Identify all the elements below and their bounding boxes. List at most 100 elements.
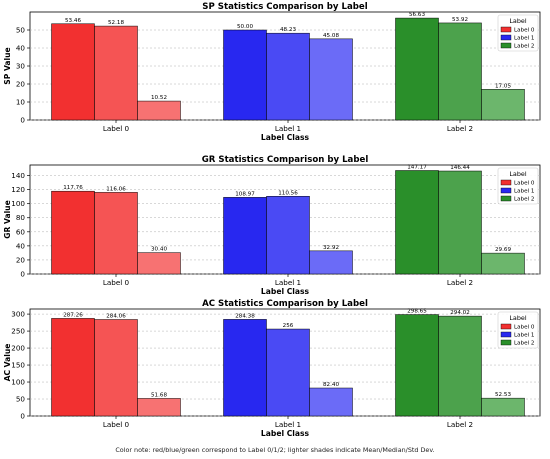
bar xyxy=(137,252,181,275)
bar xyxy=(395,17,439,121)
bar xyxy=(395,314,439,417)
bar xyxy=(223,319,267,417)
chart-title: AC Statistics Comparison by Label xyxy=(202,299,368,309)
bar xyxy=(309,250,353,275)
legend-swatch xyxy=(500,331,512,338)
bar-value-label: 52.18 xyxy=(108,20,124,26)
bar xyxy=(94,25,138,121)
legend: Label Label 0 Label 1 Label 2 xyxy=(497,14,539,52)
chart-panel-1: 0 20 40 60 80 100 120 140 117.76 116.06 30.40 Label… xyxy=(3,155,541,296)
y-tick-label: 0 xyxy=(20,270,25,279)
bar-value-label: 48.23 xyxy=(280,27,296,33)
legend-box xyxy=(497,167,539,205)
y-tick-label: 10 xyxy=(16,98,26,107)
x-axis-label: Label Class xyxy=(261,429,310,438)
chart-title: SP Statistics Comparison by Label xyxy=(202,2,367,12)
legend-title: Label xyxy=(509,17,526,25)
legend-entry: Label 1 xyxy=(514,333,535,339)
x-axis-label: Label Class xyxy=(261,133,310,142)
bar-value-label: 32.92 xyxy=(323,245,339,251)
y-tick-label: 80 xyxy=(16,213,26,222)
bar-value-label: 146.44 xyxy=(450,165,470,171)
legend-title: Label xyxy=(509,170,526,178)
legend-swatch xyxy=(500,195,512,202)
y-tick-label: 50 xyxy=(16,395,26,404)
legend-entry: Label 1 xyxy=(514,36,535,42)
bar xyxy=(51,23,95,121)
bar xyxy=(266,196,310,275)
bar xyxy=(481,252,525,275)
bar xyxy=(309,38,353,121)
bar xyxy=(137,398,181,417)
legend-entry: Label 2 xyxy=(514,341,534,347)
x-tick-label: Label 0 xyxy=(103,124,130,133)
x-tick-label: Label 2 xyxy=(447,420,473,429)
bar xyxy=(266,328,310,417)
bar-value-label: 30.40 xyxy=(151,247,167,253)
bar xyxy=(94,192,138,275)
bar-value-label: 51.68 xyxy=(151,392,167,398)
legend-box xyxy=(497,14,539,52)
legend-entry: Label 0 xyxy=(514,28,535,34)
y-tick-label: 150 xyxy=(11,361,25,370)
y-tick-label: 40 xyxy=(16,241,26,250)
bar-value-label: 256 xyxy=(283,323,294,329)
bar-value-label: 117.76 xyxy=(63,185,83,191)
bar xyxy=(309,387,353,417)
legend-box xyxy=(497,311,539,349)
bar-value-label: 53.46 xyxy=(65,18,81,24)
bar xyxy=(51,190,95,275)
bar xyxy=(223,29,267,121)
bar xyxy=(94,319,138,417)
bar-value-label: 294.02 xyxy=(450,310,470,316)
chart-panel-0: 0 10 20 30 40 50 53.46 52.18 10.52 Label 0 50.00 48… xyxy=(3,2,541,142)
y-axis-label: GR Value xyxy=(3,200,12,238)
bar-value-label: 284.06 xyxy=(106,314,126,320)
y-tick-label: 120 xyxy=(11,185,25,194)
legend-entry: Label 0 xyxy=(514,325,535,331)
bar-value-label: 298.65 xyxy=(407,309,427,315)
bar xyxy=(223,197,267,275)
legend-entry: Label 0 xyxy=(514,181,535,187)
bar-value-label: 287.26 xyxy=(63,312,83,318)
y-tick-label: 100 xyxy=(11,378,25,387)
bar-value-label: 53.92 xyxy=(452,17,468,23)
bar-value-label: 52.53 xyxy=(495,392,511,398)
chart-panel-2: 0 50 100 150 200 250 300 287.26 284.06 51.68 Label… xyxy=(3,299,541,438)
y-tick-label: 100 xyxy=(11,199,25,208)
legend: Label Label 0 Label 1 Label 2 xyxy=(497,167,539,205)
bar-value-label: 116.06 xyxy=(106,186,126,192)
bar-value-label: 10.52 xyxy=(151,95,167,101)
y-axis-label: AC Value xyxy=(3,344,12,382)
x-tick-label: Label 0 xyxy=(103,420,130,429)
legend-swatch xyxy=(500,339,512,346)
bar xyxy=(481,397,525,417)
chart-title: GR Statistics Comparison by Label xyxy=(202,155,369,165)
y-tick-label: 250 xyxy=(11,327,25,336)
bar-value-label: 147.17 xyxy=(407,165,427,171)
bar xyxy=(438,315,482,417)
y-axis-label: SP Value xyxy=(3,47,12,84)
x-tick-label: Label 2 xyxy=(447,124,473,133)
bar xyxy=(137,100,181,121)
y-tick-label: 20 xyxy=(16,255,26,264)
x-tick-label: Label 1 xyxy=(275,420,301,429)
y-tick-label: 60 xyxy=(16,227,26,236)
x-tick-label: Label 0 xyxy=(103,278,130,287)
bar-value-label: 17.05 xyxy=(495,83,511,89)
bar-value-label: 56.63 xyxy=(409,12,425,18)
bar xyxy=(438,22,482,121)
legend-swatch xyxy=(500,187,512,194)
y-tick-label: 140 xyxy=(11,171,25,180)
legend-swatch xyxy=(500,179,512,186)
x-tick-label: Label 1 xyxy=(275,124,301,133)
x-tick-label: Label 2 xyxy=(447,278,473,287)
legend-swatch xyxy=(500,323,512,330)
x-axis-label: Label Class xyxy=(261,287,310,296)
legend-swatch xyxy=(500,42,512,49)
bar-value-label: 110.56 xyxy=(278,190,298,196)
legend-entry: Label 1 xyxy=(514,189,535,195)
bar-value-label: 29.69 xyxy=(495,247,511,253)
bar xyxy=(438,170,482,275)
bar-value-label: 108.97 xyxy=(235,191,255,197)
